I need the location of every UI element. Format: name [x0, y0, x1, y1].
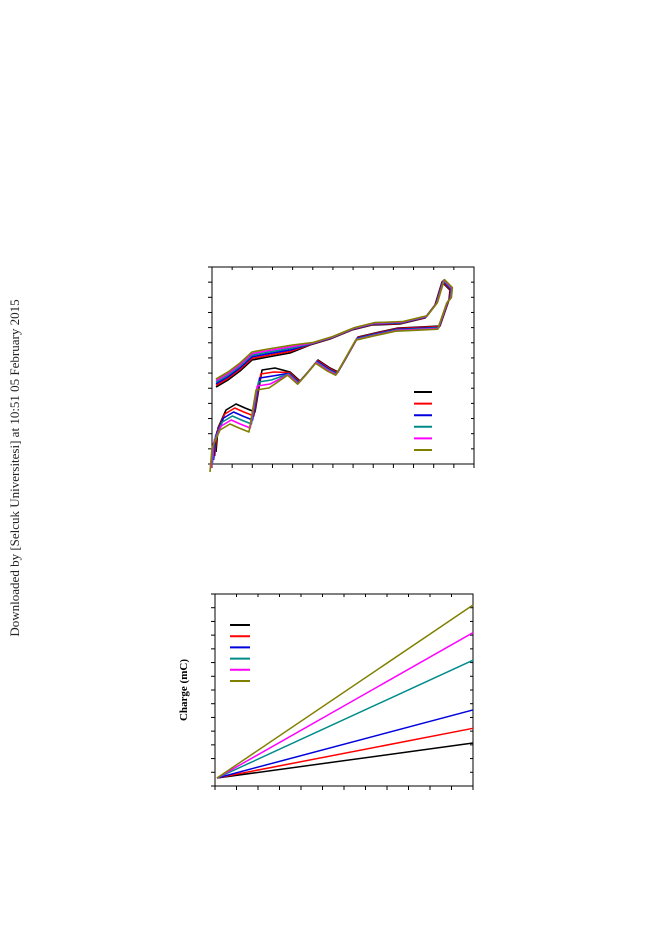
cv-series-lines — [209, 278, 454, 473]
charge-y-axis-label: Charge (mC) — [178, 659, 190, 721]
cv-legend — [414, 391, 432, 451]
charge-series-lines — [216, 604, 474, 779]
charge-series-line — [216, 659, 474, 779]
cv-ticks — [208, 266, 475, 468]
cv-series-line — [209, 278, 454, 473]
cv-chart — [208, 266, 475, 473]
charge-series-line — [216, 709, 474, 779]
charge-series-line — [216, 727, 474, 779]
charge-legend — [230, 624, 250, 682]
cv-series-line — [212, 280, 452, 461]
charge-ticks — [211, 593, 474, 790]
charge-series-line — [216, 631, 474, 779]
charge-series-line — [216, 742, 474, 779]
charge-series-line — [216, 604, 474, 779]
charge-chart: Charge (mC) — [178, 593, 474, 790]
cv-plot-frame — [211, 266, 475, 465]
